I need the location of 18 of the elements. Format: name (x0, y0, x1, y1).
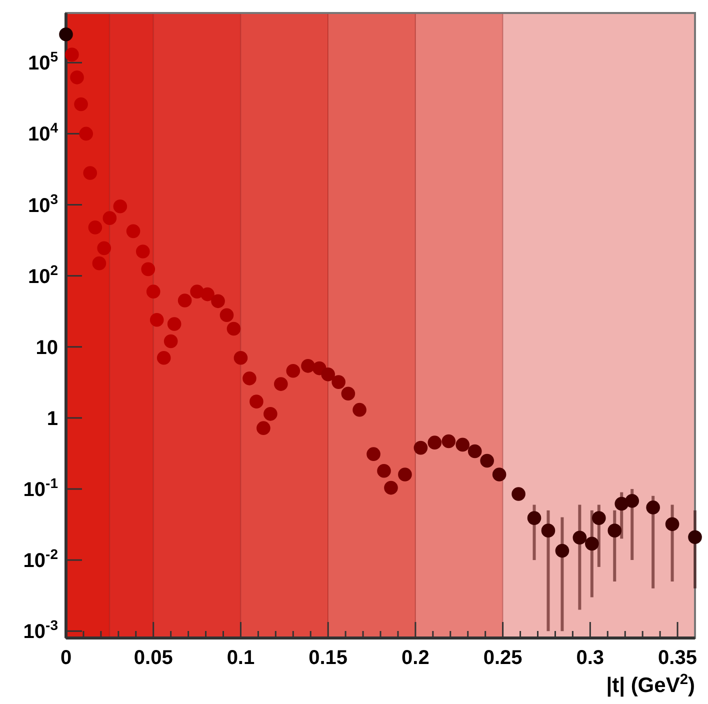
y-tick-label: 10$^{-1}$ (23, 475, 58, 501)
x-tick-label: 0.35 (658, 647, 697, 669)
x-tick-label: 0.2 (402, 647, 430, 669)
x-tick-label: 0.05 (134, 647, 173, 669)
y-tick-label: 10 (36, 336, 58, 359)
y-tick-label: 10$^{4}$ (28, 120, 58, 146)
x-axis-title: |t| (GeV$^{2}$) (606, 672, 695, 697)
x-tick-label: 0 (60, 647, 72, 669)
y-tick-label: 10$^{2}$ (28, 262, 58, 288)
x-tick-label: 0.25 (483, 647, 522, 669)
y-tick-label: 10$^{-3}$ (23, 617, 58, 644)
y-tick-label: 10$^{-2}$ (23, 546, 58, 572)
x-tick-label: 0.15 (308, 647, 348, 669)
y-tick-label: 1 (46, 408, 58, 430)
x-tick-label: 0.3 (576, 647, 604, 669)
y-tick-label: 10$^{5}$ (28, 48, 58, 75)
y-tick-label: 10$^{3}$ (28, 190, 58, 217)
x-tick-label: 0.1 (226, 647, 255, 669)
